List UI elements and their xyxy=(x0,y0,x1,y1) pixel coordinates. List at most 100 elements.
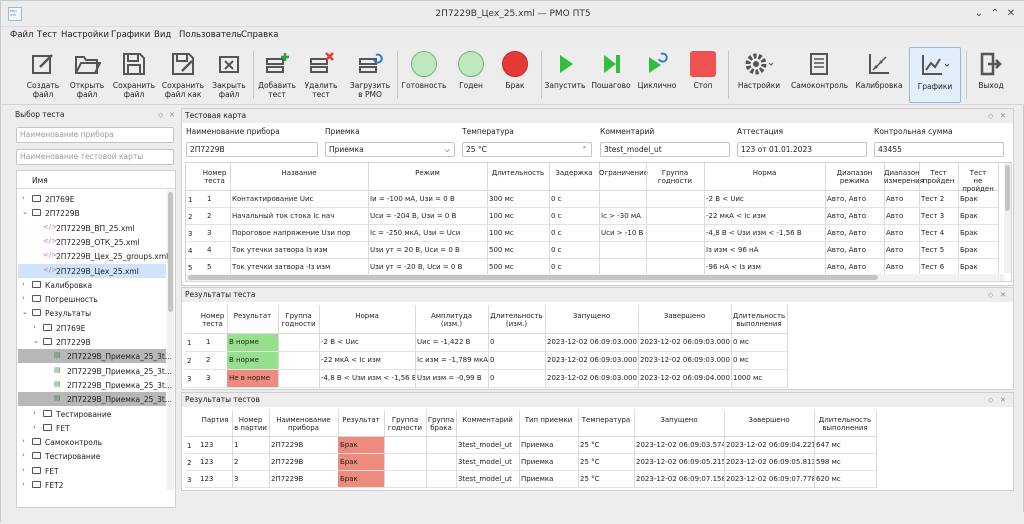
close-window-button[interactable]: ✕ xyxy=(1006,8,1016,19)
column-header[interactable]: Завершено xyxy=(663,311,706,320)
column-header[interactable]: Партия xyxy=(201,415,229,424)
column-header[interactable]: Ограничение xyxy=(599,169,648,177)
column-header[interactable]: Группа годности xyxy=(387,415,423,432)
tree-item[interactable]: ▤ 2П7229В_Приемка_25_3t... xyxy=(18,364,172,378)
menu-graphs[interactable]: Графики xyxy=(111,30,151,40)
save-as-button[interactable]: Сохранить файл как xyxy=(159,47,207,103)
table-row[interactable]: 2 123 2 2П7229В Брак 3test_model_ut Приемка 25 … xyxy=(185,454,877,471)
table-hscrollbar[interactable] xyxy=(186,274,1004,281)
column-header[interactable]: Режим xyxy=(415,169,440,177)
tree-item[interactable]: </> 2П7229В_Цех_25.xml xyxy=(18,263,166,278)
column-header[interactable]: Задержка xyxy=(555,169,593,177)
tree-item[interactable]: </> 2П7229В_ОТК_25.xml xyxy=(18,235,166,249)
delete-test-button[interactable]: Удалить тест xyxy=(299,47,343,103)
create-file-button[interactable]: Создать файл xyxy=(21,47,65,103)
table-row[interactable]: 1 123 1 2П7229В Брак 3test_model_ut Приемка 25 … xyxy=(185,437,877,454)
comment-field[interactable]: 3test_model_ut xyxy=(600,142,730,157)
column-header[interactable]: Номер теста xyxy=(200,311,225,328)
column-header[interactable]: Тест пройден xyxy=(922,169,955,185)
collapsed-arrow-icon[interactable]: › xyxy=(33,408,36,417)
column-header[interactable]: Группа годности xyxy=(281,311,316,328)
collapsed-arrow-icon[interactable]: › xyxy=(22,465,25,474)
tree-item[interactable]: › Погрешность xyxy=(18,292,166,306)
table-row[interactable]: 1 1 В норме -2 В < Uис Uис = -1,422 В 0 2023-1… xyxy=(185,334,788,352)
stop-button[interactable]: Стоп xyxy=(681,47,725,103)
column-header[interactable]: Длительность (изм.) xyxy=(490,311,543,328)
column-header[interactable]: Норма xyxy=(355,311,379,320)
load-rmo-button[interactable]: Загрузить в РМО xyxy=(345,47,395,103)
table-row[interactable]: 2 2 Начальный ток стока Iс нач Uси = -204 В… xyxy=(186,208,999,225)
add-test-button[interactable]: Добавить тест xyxy=(255,47,299,103)
tree-item[interactable]: › FET xyxy=(18,464,166,478)
collapsed-arrow-icon[interactable]: › xyxy=(22,294,25,303)
menu-user[interactable]: Пользователь xyxy=(179,30,242,40)
tree-item[interactable]: › 2П769Е xyxy=(18,192,166,206)
tree-item[interactable]: › FET2 xyxy=(18,478,166,492)
column-header[interactable]: Наименование прибора xyxy=(276,415,331,432)
tree-scrollbar[interactable] xyxy=(167,190,174,490)
column-header[interactable]: Результат xyxy=(342,415,380,424)
tree-item[interactable]: › 2П769Е xyxy=(18,321,166,335)
collapsed-arrow-icon[interactable]: › xyxy=(33,422,36,431)
menu-file[interactable]: Файл xyxy=(10,30,34,40)
collapsed-arrow-icon[interactable]: › xyxy=(22,451,25,460)
column-header[interactable]: Тип приемки xyxy=(524,415,573,424)
column-header[interactable]: Завершено xyxy=(748,415,790,424)
menu-help[interactable]: Справка xyxy=(241,30,279,40)
collapsed-arrow-icon[interactable]: › xyxy=(22,437,25,446)
tree-item[interactable]: ⌄ 2П7229В xyxy=(18,335,166,349)
column-header[interactable]: Номер теста xyxy=(202,169,227,185)
column-header[interactable]: Длительность выполнения xyxy=(732,311,786,328)
tree-item[interactable]: › Самоконтроль xyxy=(18,435,166,449)
table-row[interactable]: 4 4 Ток утечки затвора Iз изм Uзи ут = 20 В… xyxy=(186,242,999,259)
table-row[interactable]: 3 3 Пороговое напряжение Uзи пор Iс = -250 … xyxy=(186,225,999,242)
cyclic-button[interactable]: Циклично xyxy=(635,47,679,103)
menu-settings[interactable]: Настройки xyxy=(61,30,110,40)
collapsed-arrow-icon[interactable]: › xyxy=(33,322,36,331)
column-header[interactable]: Норма xyxy=(752,169,777,177)
menu-view[interactable]: Вид xyxy=(154,30,172,40)
calibration-button[interactable]: Калибровка xyxy=(853,47,905,103)
maximize-button[interactable]: ⌃ xyxy=(990,8,1000,19)
tree-item[interactable]: ⌄ Результаты xyxy=(18,306,166,320)
collapsed-arrow-icon[interactable]: › xyxy=(22,480,25,488)
column-header[interactable]: Номер в партии xyxy=(234,415,267,432)
save-file-button[interactable]: Сохранить файл xyxy=(111,47,157,103)
close-file-button[interactable]: Закрыть файл xyxy=(207,47,251,103)
device-name-filter[interactable]: Наименование прибора xyxy=(16,127,174,143)
test-card-filter[interactable]: Наименование тестовой карты xyxy=(16,149,174,165)
column-header[interactable]: Диапазон режима xyxy=(836,169,873,185)
tree-item[interactable]: </> 2П7229В_ВП_25.xml xyxy=(18,221,166,235)
acceptance-select[interactable]: Приемка ⌵ xyxy=(325,142,455,157)
column-header[interactable]: Диапазон измерения xyxy=(884,169,924,185)
column-header[interactable]: Амплитуда (изм.) xyxy=(430,311,473,328)
tree-item[interactable]: › Калибровка xyxy=(18,278,166,292)
column-header[interactable]: Группа брака xyxy=(427,415,455,432)
tree-item[interactable]: › Тестирование xyxy=(18,449,166,463)
graphs-button[interactable]: Графики xyxy=(909,47,961,103)
minimize-button[interactable]: ⌄ xyxy=(974,8,984,19)
table-row[interactable]: 2 2 В норме -22 мкА < Iс изм Iс изм = -1,789… xyxy=(185,352,788,370)
tree-item[interactable]: › Тестирование xyxy=(18,407,166,421)
column-header[interactable]: Температура xyxy=(581,415,631,424)
collapsed-arrow-icon[interactable]: › xyxy=(22,194,25,202)
column-header[interactable]: Результат xyxy=(233,311,272,320)
expanded-arrow-icon[interactable]: ⌄ xyxy=(22,208,28,217)
column-header[interactable]: Длительность выполнения xyxy=(818,415,872,432)
start-button[interactable]: Запустить xyxy=(543,47,587,103)
tree-item[interactable]: ⌄ 2П7229В xyxy=(18,206,166,220)
settings-button[interactable]: Настройки xyxy=(731,47,787,103)
tree-item[interactable]: </> 2П7229В_Цех_25_groups.xml xyxy=(18,249,168,263)
column-header[interactable]: Запущено xyxy=(660,415,698,424)
column-header[interactable]: Комментарий xyxy=(462,415,513,424)
exit-button[interactable]: Выход xyxy=(971,47,1011,103)
step-button[interactable]: Пошагово xyxy=(589,47,633,103)
table-row[interactable]: 3 3 Не в норме -4,8 В < Uзи изм < -1,56 В Uз… xyxy=(185,370,788,388)
test-tree[interactable]: Имя › 2П769Е ⌄ 2П7229В </> 2П7229В_ВП_25.xml <… xyxy=(16,170,176,508)
column-header[interactable]: Группа годности xyxy=(657,169,693,185)
menu-test[interactable]: Тест xyxy=(37,30,58,40)
table-vscrollbar[interactable] xyxy=(1004,163,1011,273)
table-row[interactable]: 1 1 Контактирование Uис Iи = -100 мА, Uзи =… xyxy=(186,191,999,208)
column-header[interactable]: Длительность xyxy=(491,169,545,177)
expanded-arrow-icon[interactable]: ⌄ xyxy=(22,308,28,317)
